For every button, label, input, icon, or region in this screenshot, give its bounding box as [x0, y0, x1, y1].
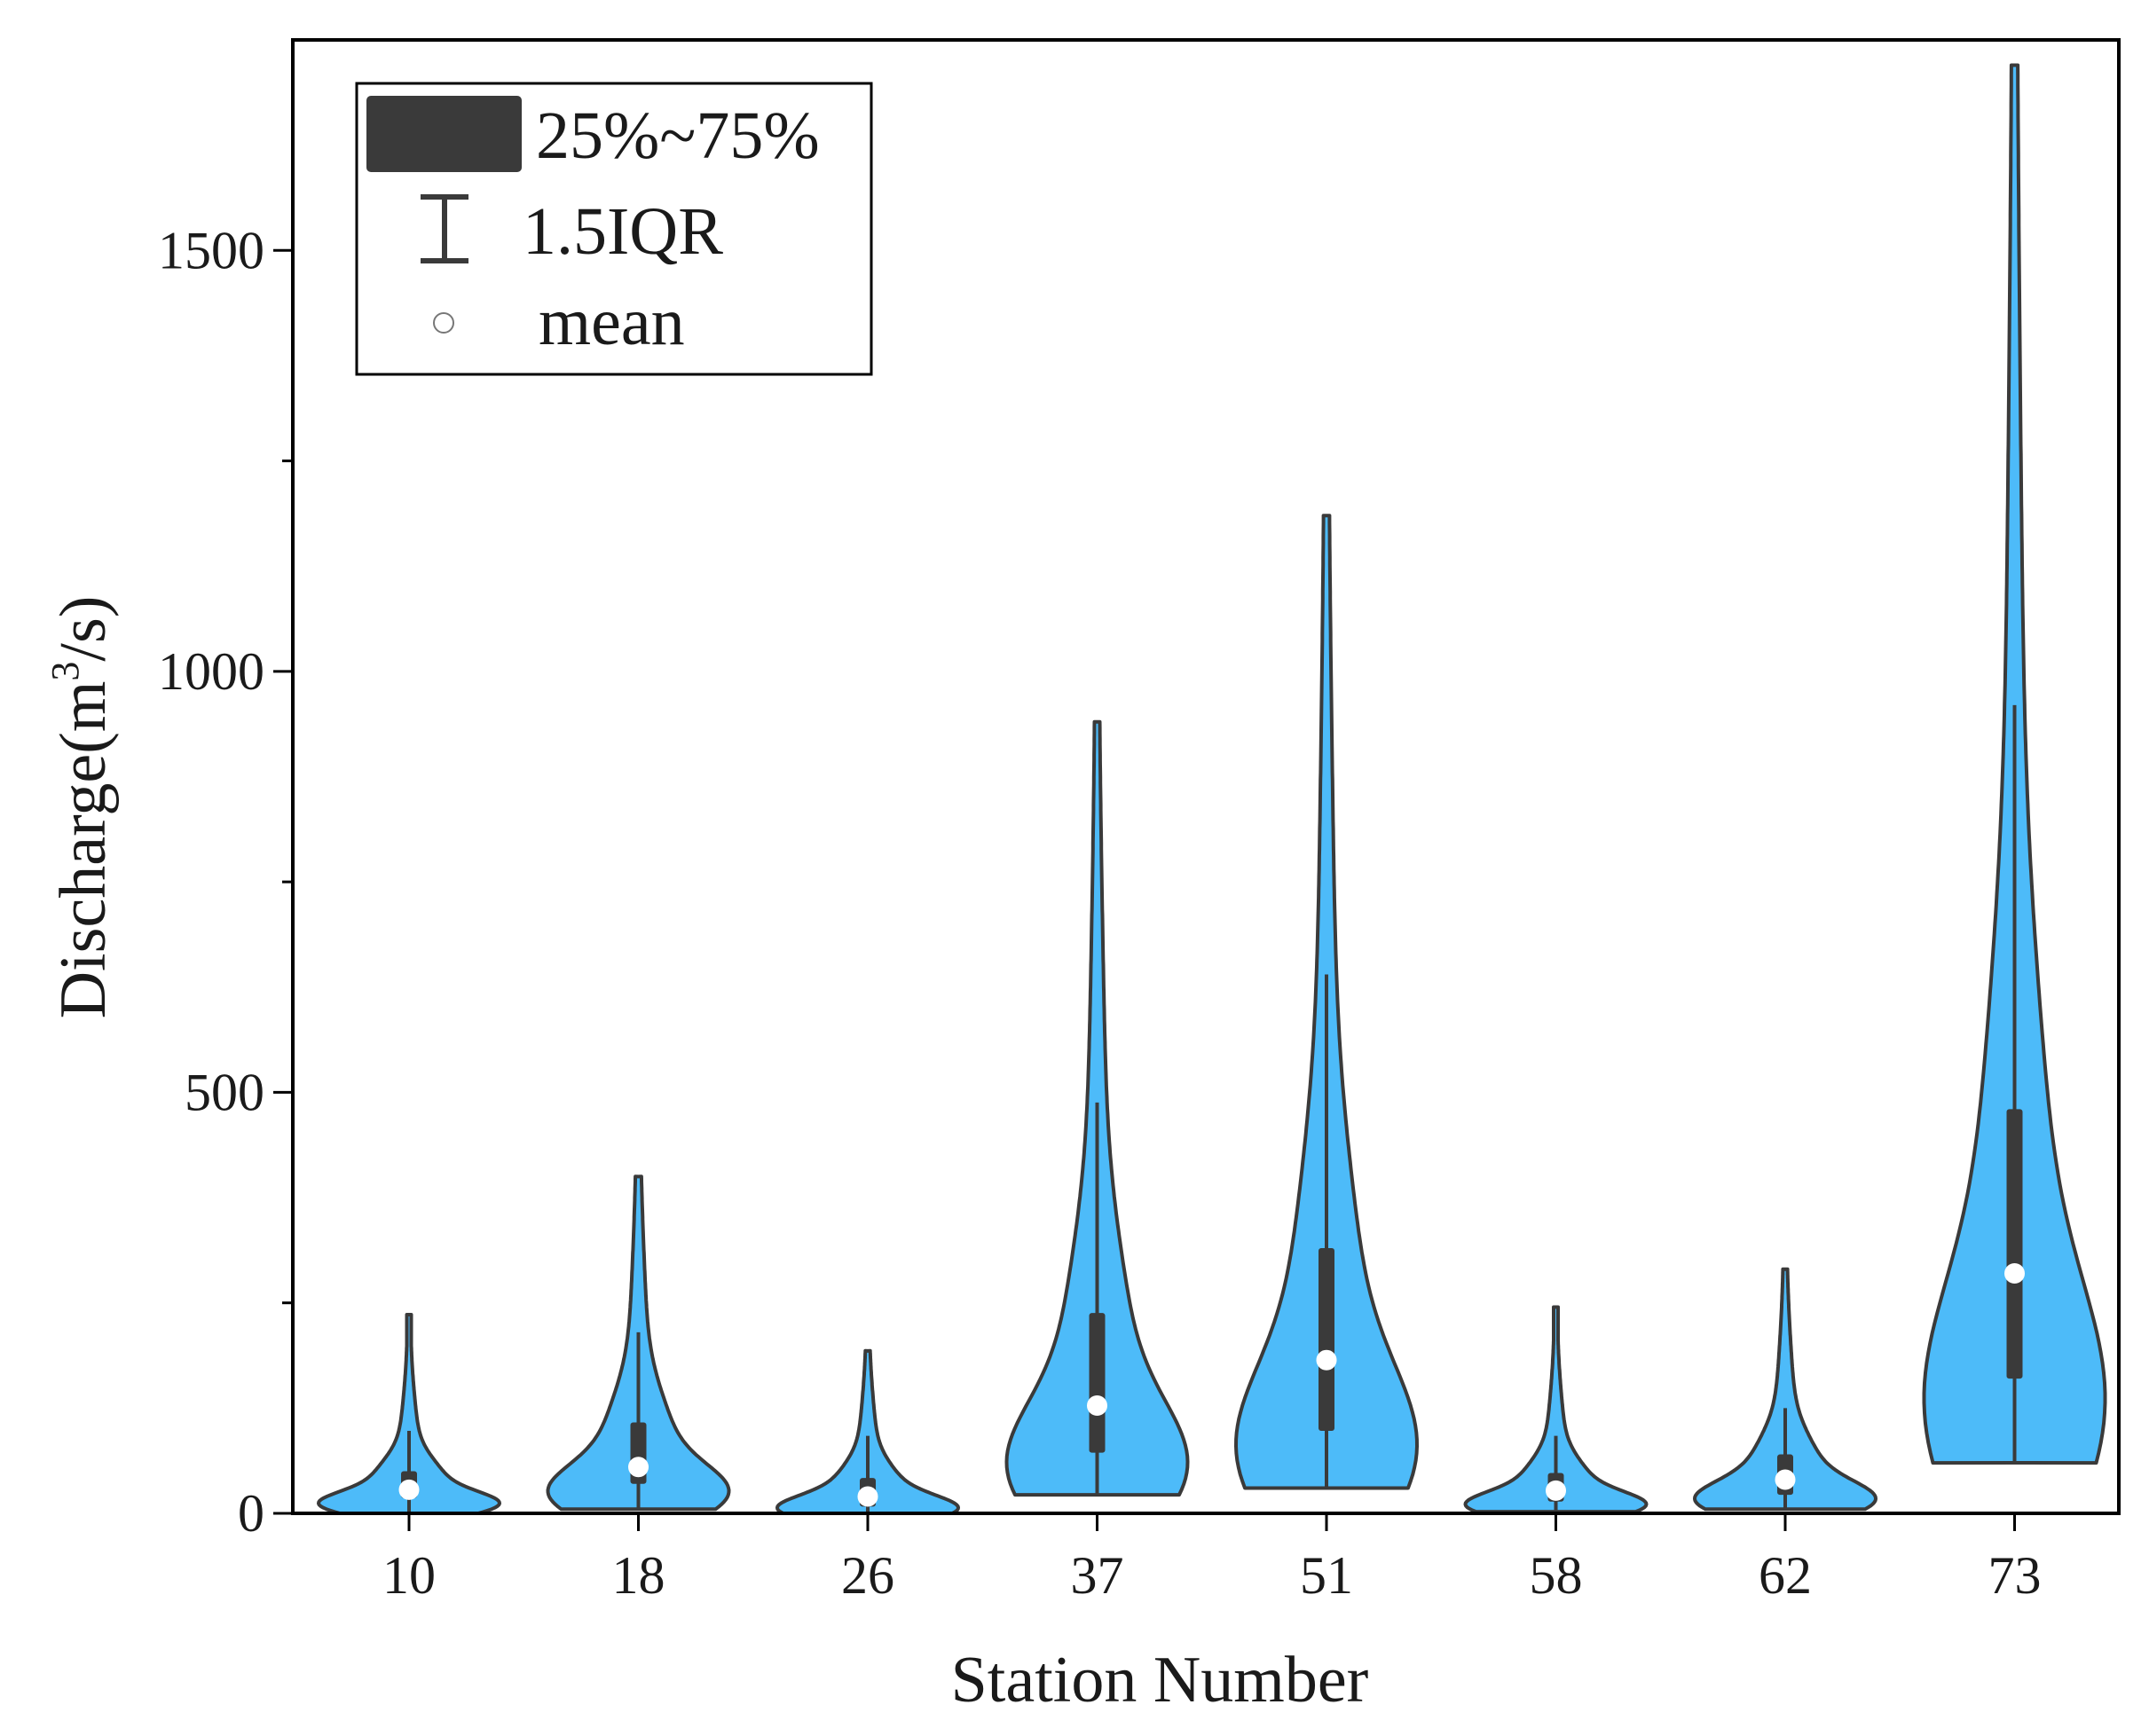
y-axis-label-superscript: 3 [43, 662, 87, 681]
violin-26 [775, 1348, 960, 1515]
violin-body-62 [1693, 1267, 1877, 1512]
mean-marker-37 [1087, 1395, 1107, 1417]
mean-marker-10 [398, 1479, 420, 1500]
mean-marker-18 [628, 1457, 649, 1478]
iqr-box-37 [1089, 1313, 1106, 1453]
plot-frame [291, 38, 2121, 1515]
mean-marker-26 [857, 1486, 878, 1507]
y-tick-label-1500: 1500 [158, 221, 264, 279]
violin-layer [317, 63, 2107, 1515]
x-tick-label-10: 10 [382, 1546, 436, 1605]
x-tick-label-58: 58 [1530, 1546, 1583, 1605]
legend-label-mean: mean [539, 285, 685, 359]
mean-marker-73 [2004, 1262, 2025, 1284]
violin-58 [1463, 1305, 1649, 1514]
violin-body-26 [775, 1348, 960, 1515]
legend-label-box: 25%~75% [536, 98, 820, 173]
legend-box-swatch [366, 96, 522, 172]
y-axis-label-suffix: /s) [47, 596, 120, 662]
legend-whisker-swatch [421, 194, 468, 263]
x-tick-label-51: 51 [1300, 1546, 1353, 1605]
legend-label-whisker: 1.5IQR [523, 194, 723, 269]
violin-73 [1922, 63, 2107, 1465]
violin-10 [317, 1313, 501, 1515]
violin-51 [1234, 514, 1419, 1490]
violin-body-10 [317, 1313, 501, 1515]
y-axis-label: Discharge(m3/s) [43, 596, 120, 1019]
iqr-box-73 [2006, 1109, 2023, 1379]
legend-mean-swatch [433, 312, 454, 334]
mean-marker-58 [1546, 1480, 1566, 1501]
mean-marker-62 [1775, 1469, 1796, 1490]
y-tick-label-1000: 1000 [158, 642, 264, 701]
mean-marker-51 [1316, 1349, 1337, 1371]
iqr-box-51 [1319, 1248, 1334, 1431]
y-tick-label-0: 0 [238, 1484, 264, 1543]
x-tick-label-73: 73 [1988, 1546, 2042, 1605]
x-tick-label-18: 18 [612, 1546, 665, 1605]
y-axis-label-main: Discharge(m [47, 681, 120, 1019]
violin-18 [546, 1174, 731, 1512]
x-axis-label: Station Number [951, 1644, 1369, 1716]
x-tick-label-37: 37 [1071, 1546, 1124, 1605]
legend: 25%~75% 1.5IQR mean [355, 82, 873, 376]
x-tick-label-62: 62 [1759, 1546, 1812, 1605]
axes-layer: 10 18 26 37 51 58 62 73 0 500 1000 1500 [158, 38, 2121, 1605]
x-tick-label-26: 26 [841, 1546, 894, 1605]
violin-body-58 [1463, 1305, 1649, 1514]
y-tick-label-500: 500 [185, 1063, 264, 1121]
violin-37 [1004, 719, 1190, 1497]
violin-62 [1693, 1267, 1877, 1512]
